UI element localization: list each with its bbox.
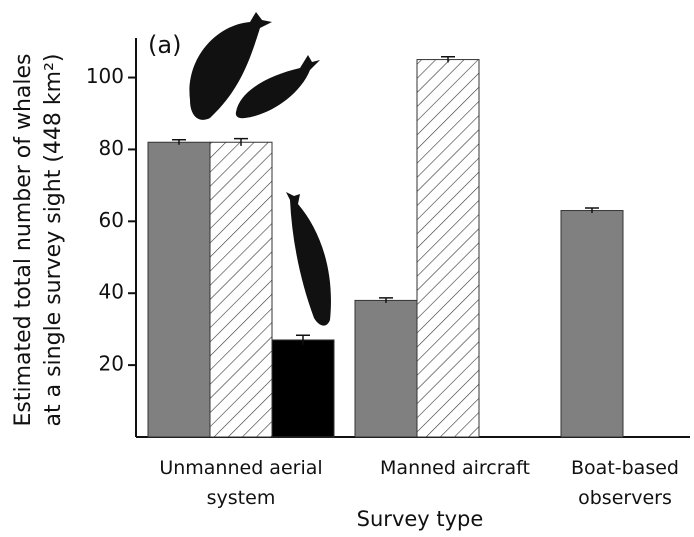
error-bar <box>379 297 393 303</box>
error-bar <box>234 137 248 146</box>
bar <box>560 210 624 438</box>
bar <box>354 299 418 438</box>
x-axis-label: Survey type <box>357 507 484 531</box>
x-tick-label: Unmanned aerial system <box>159 457 323 509</box>
y-tick-label: 80 <box>99 136 124 160</box>
y-tick-label: 40 <box>99 280 124 304</box>
bar <box>271 339 335 438</box>
bar <box>147 141 211 438</box>
error-bar <box>172 138 186 145</box>
y-axis-label: at a single survey sight (448 km²) <box>41 54 66 427</box>
y-axis-label: Estimated total number of whales <box>11 53 36 426</box>
whale-icons <box>189 12 331 326</box>
x-tick-label: Boat-based observers <box>571 457 679 509</box>
error-bar <box>296 334 310 345</box>
error-bar <box>585 207 599 214</box>
panel-label: (a) <box>148 31 181 59</box>
y-tick-label: 20 <box>99 352 124 376</box>
y-tick-label: 60 <box>99 208 124 232</box>
x-tick-label: Manned aircraft <box>380 457 530 479</box>
error-bar <box>441 55 455 63</box>
bar <box>209 141 273 438</box>
y-tick-label: 100 <box>86 64 124 88</box>
bar <box>416 59 480 438</box>
